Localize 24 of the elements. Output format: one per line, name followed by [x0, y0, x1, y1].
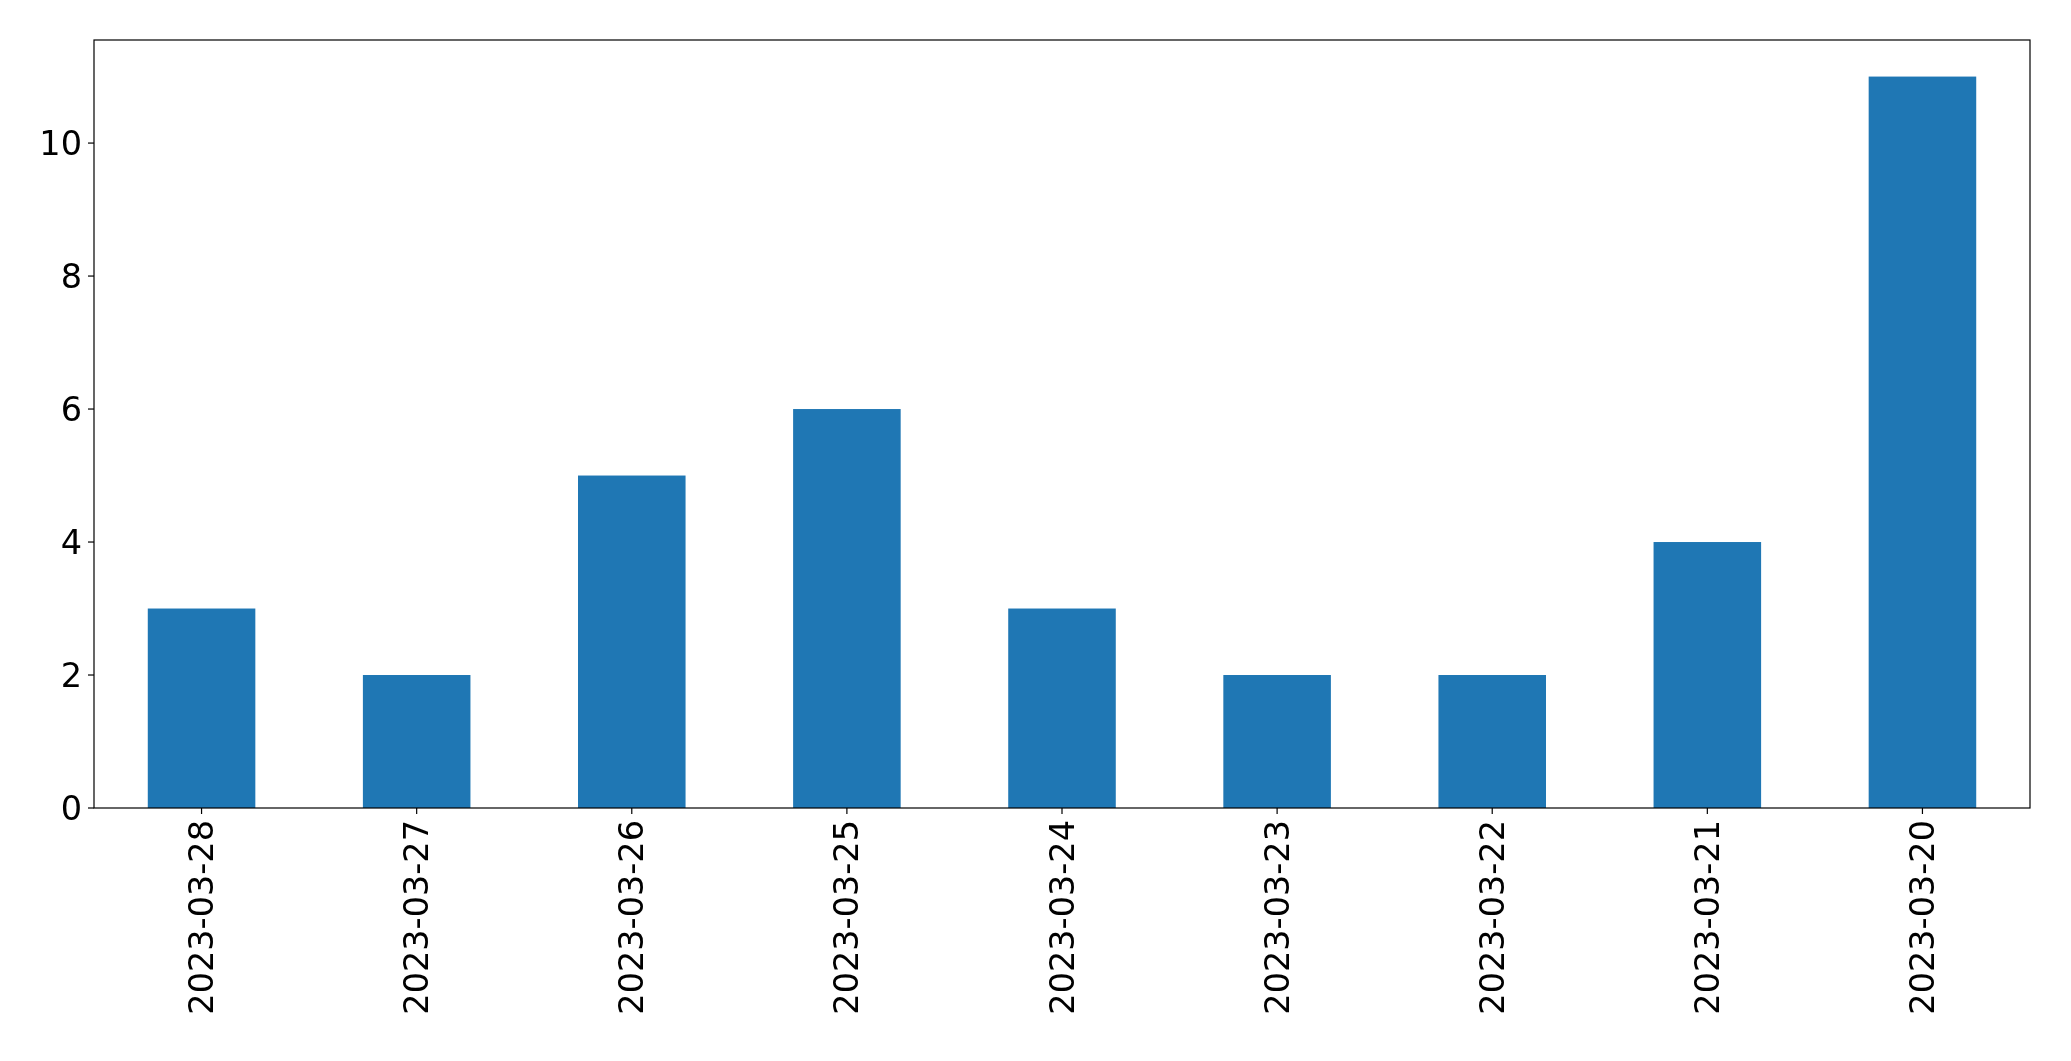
x-tick-label: 2023-03-24 — [1042, 820, 1082, 1015]
bar — [147, 608, 256, 808]
y-tick-label: 8 — [60, 256, 82, 296]
y-tick-label: 6 — [60, 389, 82, 429]
bar — [1868, 76, 1977, 808]
x-tick-label: 2023-03-28 — [182, 820, 222, 1015]
bar — [1438, 675, 1546, 808]
x-tick-label: 2023-03-20 — [1902, 820, 1942, 1015]
bar — [1008, 608, 1116, 808]
bar — [1223, 675, 1331, 808]
y-tick-label: 4 — [60, 522, 82, 562]
bar — [362, 675, 471, 808]
x-tick-label: 2023-03-23 — [1257, 820, 1297, 1015]
x-tick-label: 2023-03-21 — [1687, 820, 1727, 1015]
bar — [793, 409, 901, 808]
y-tick-label: 2 — [60, 655, 82, 695]
x-tick-label: 2023-03-26 — [612, 820, 652, 1015]
y-tick-label: 10 — [39, 123, 82, 163]
y-tick-label: 0 — [60, 788, 82, 828]
x-tick-label: 2023-03-22 — [1472, 820, 1512, 1015]
x-tick-label: 2023-03-27 — [397, 820, 437, 1015]
x-tick-label: 2023-03-25 — [827, 820, 867, 1015]
bar — [578, 475, 686, 808]
bar — [1653, 542, 1762, 808]
